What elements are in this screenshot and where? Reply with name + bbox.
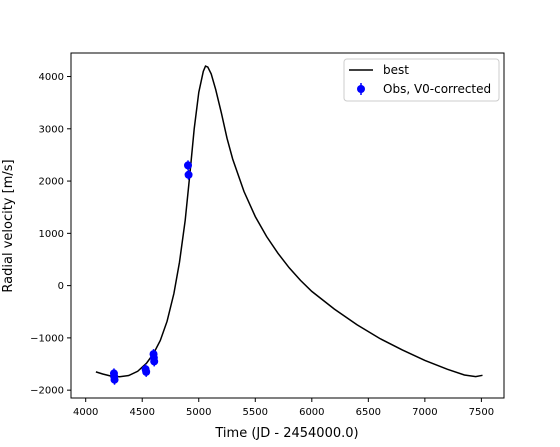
y-tick-label: 3000 [39,124,64,135]
x-tick-label: 6000 [299,407,324,418]
y-tick-label: 1000 [39,229,64,240]
x-tick-label: 6500 [356,407,381,418]
obs-point [110,375,119,384]
x-tick-label: 4500 [129,407,154,418]
obs-point [184,170,193,179]
legend-obs-marker [357,85,365,93]
chart-marks [95,65,483,385]
y-tick-label: 2000 [39,177,64,188]
obs-point [142,367,151,376]
obs-point [150,357,159,366]
x-tick-label: 5000 [186,407,211,418]
obs-point [184,161,193,170]
legend-obs-label: Obs, V0-corrected [383,82,491,96]
x-tick-label: 4000 [73,407,98,418]
x-tick-label: 5500 [243,407,268,418]
x-axis-label: Time (JD - 2454000.0) [214,426,358,441]
y-tick-label: 0 [58,281,64,292]
plot-frame [70,52,505,399]
x-tick-label: 7000 [412,407,437,418]
legend-best-label: best [383,63,409,77]
y-axis-label: Radial velocity [m/s] [1,159,16,292]
y-tick-label: 4000 [39,72,64,83]
x-tick-label: 7500 [469,407,494,418]
legend: best Obs, V0-corrected [343,58,500,102]
y-tick-label: −1000 [30,333,64,344]
axis-ticks: 4000 4500 5000 5500 6000 6500 7000 7500 −2000 −10… [30,72,494,418]
legend-box [343,58,500,102]
y-tick-label: −2000 [30,386,64,397]
